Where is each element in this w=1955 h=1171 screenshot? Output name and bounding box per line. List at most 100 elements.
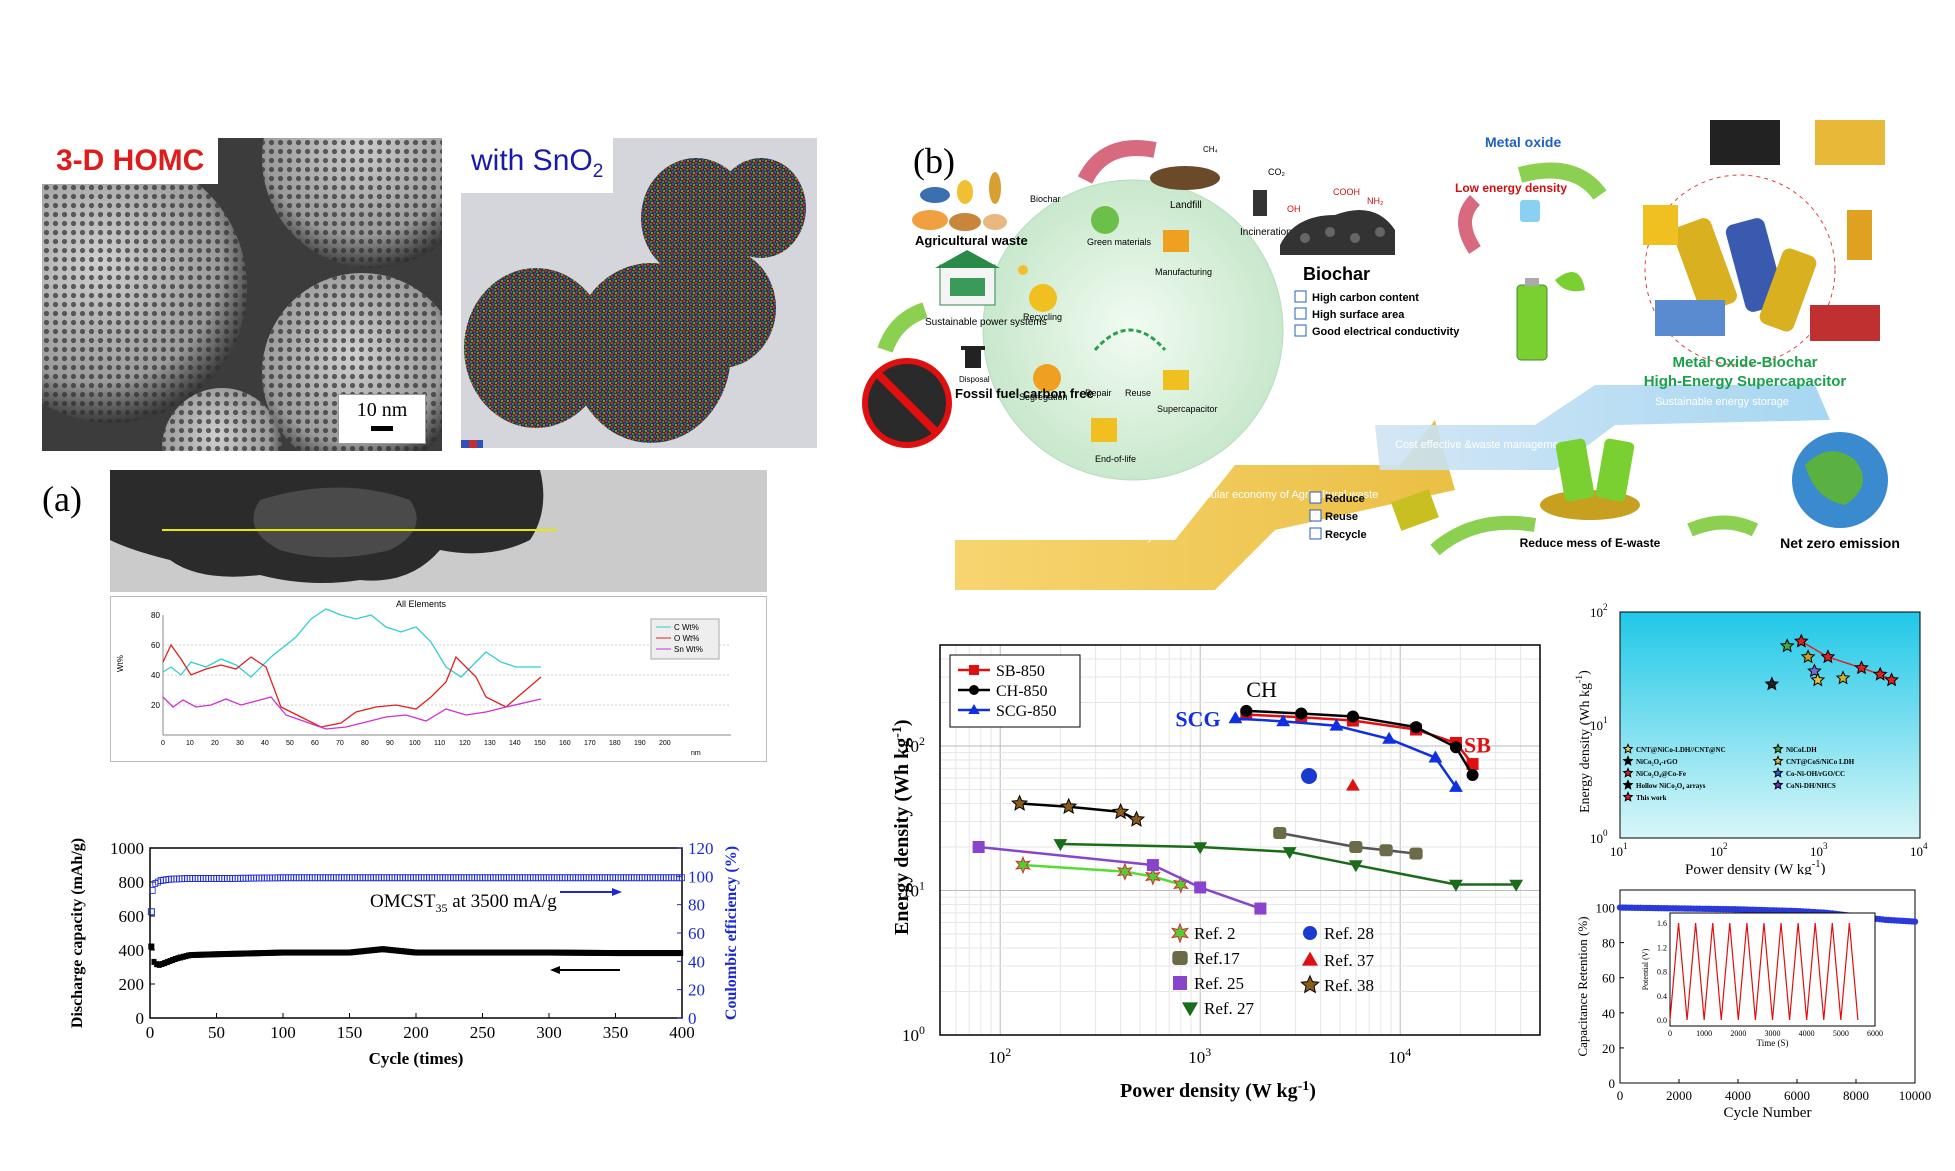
ragone-ref-marker — [1172, 951, 1188, 965]
ch4-label: CH₄ — [1203, 145, 1218, 154]
ragone2-xtick-label: 103 — [1810, 841, 1828, 859]
ragone-point — [1345, 778, 1360, 791]
inset-xtick-label: 0 — [1668, 1029, 1672, 1038]
cap-point — [311, 949, 317, 956]
ragone-legend-marker — [969, 665, 979, 675]
ragone2-xtick-label: 102 — [1710, 841, 1728, 859]
cap-point — [593, 949, 599, 956]
ragone-ref-marker — [1300, 974, 1320, 994]
cap-point — [521, 949, 527, 956]
ragone-ref-label: Ref. 38 — [1324, 976, 1374, 995]
ragone-line — [978, 845, 1261, 910]
cap-point — [268, 949, 274, 956]
ragone2-legend-marker — [1772, 755, 1784, 766]
cap-point — [430, 949, 436, 956]
eds-map-sno2: with SnO2 — [461, 138, 817, 448]
cap-point — [601, 949, 607, 956]
svg-text:30: 30 — [236, 740, 244, 747]
cycle-supercapacitor: Supercapacitor — [1157, 404, 1218, 414]
ragone-point — [1409, 847, 1423, 860]
cap-point — [624, 950, 630, 957]
ragone2-ref-point — [1810, 672, 1826, 687]
cap-point — [265, 949, 271, 956]
pink-arrow-top — [1077, 140, 1157, 184]
cap-point — [313, 949, 319, 956]
ragone-ann-ch: CH — [1246, 677, 1277, 702]
cap-point — [422, 949, 428, 956]
cap-point — [393, 947, 399, 954]
ragone-point — [1466, 758, 1479, 771]
cap-arrowhead-ce — [612, 888, 622, 896]
cycle-green-materials: Green materials — [1087, 237, 1152, 247]
cap-point — [404, 948, 410, 955]
cap-point-first — [148, 943, 155, 950]
ce-point-first — [147, 908, 155, 916]
cap-point — [390, 947, 396, 954]
cap-y2tick-label: 80 — [688, 896, 705, 915]
ragone-point — [1193, 842, 1208, 855]
ragone-series-8 — [1345, 778, 1360, 791]
eds-title: with SnO2 — [461, 138, 614, 193]
supercapacitor-cells-icon — [1673, 218, 1817, 332]
cap-point — [547, 949, 553, 956]
cap-point — [664, 950, 670, 957]
cap-point — [632, 950, 638, 957]
cap-point — [412, 949, 418, 956]
func-oh: OH — [1287, 204, 1301, 214]
cap-point — [616, 950, 622, 957]
pink-arrow-right — [1458, 195, 1481, 254]
ragone-point — [972, 841, 985, 854]
ragone-xtick-label: 102 — [988, 1045, 1011, 1067]
ragone2-xtick-label: 101 — [1610, 841, 1628, 859]
ragone2-legend-label: NiCo₂O₄-rGO — [1636, 758, 1678, 766]
cap-point — [324, 949, 330, 956]
cap-point — [452, 949, 458, 956]
cap-point — [497, 949, 503, 956]
svg-text:10: 10 — [186, 740, 194, 747]
cap-point — [212, 951, 218, 958]
sustainable-storage-label: Sustainable energy storage — [1655, 396, 1789, 408]
cap-point — [590, 949, 596, 956]
discharge-capacity-chart: 0 50 100 150 200 250 300 350 4000200400600800100… — [69, 838, 740, 1068]
cap-point — [654, 950, 660, 957]
cap-point — [358, 948, 364, 955]
cap-point — [606, 950, 612, 957]
ragone2-ytick-label: 102 — [1590, 602, 1608, 620]
cap-point — [510, 949, 516, 956]
cap-point — [529, 949, 535, 956]
linescan-plot: All Elements Wt% 20 40 60 80 0 10 20 30 40 50 60 7… — [110, 596, 767, 762]
cap-point — [630, 950, 636, 957]
ragone2-legend-marker — [1772, 767, 1784, 778]
ragone-series-5 — [972, 841, 1267, 915]
cap-point — [566, 949, 572, 956]
inset-xtick-label: 6000 — [1867, 1029, 1883, 1038]
ragone-ylabel: Energy density (Wh kg-1) — [890, 719, 913, 935]
cap-point — [561, 949, 567, 956]
ragone-line — [1279, 831, 1417, 855]
cap-point — [577, 949, 583, 956]
eds-title-main: with SnO — [471, 144, 593, 177]
cap-point — [271, 949, 277, 956]
ragone-ref-marker — [1301, 951, 1319, 966]
biochar-prop-3: Good electrical conductivity — [1312, 326, 1460, 338]
car-icon — [1810, 305, 1880, 341]
cycle-labels: Biochar Green materials Manufacturing Re… — [1019, 194, 1218, 464]
circular-economy-label: Green circular economy of Agricultural w… — [1160, 489, 1378, 501]
ragone-point — [1053, 839, 1068, 852]
cap-point — [526, 949, 532, 956]
ragone-xlabel: Power density (W kg-1) — [1120, 1079, 1316, 1102]
incineration-icon — [1253, 190, 1267, 216]
ragone2-ref-point — [1764, 676, 1780, 691]
cap-point — [350, 949, 356, 956]
linescan-yticks: 20 40 60 80 — [151, 611, 160, 710]
computer-icon — [1710, 120, 1780, 165]
ragone-point — [1111, 802, 1130, 820]
svg-text:80: 80 — [151, 611, 160, 620]
cap-point — [454, 949, 460, 956]
svg-text:120: 120 — [459, 740, 471, 747]
ragone2-ytick-label: 100 — [1590, 828, 1608, 846]
sem-image-homc: 3-D HOMC 10 nm — [42, 138, 442, 451]
ragone-legend-label: SCG-850 — [996, 703, 1056, 720]
cycle-repair: Repair — [1085, 388, 1112, 398]
cap-point — [194, 951, 200, 958]
